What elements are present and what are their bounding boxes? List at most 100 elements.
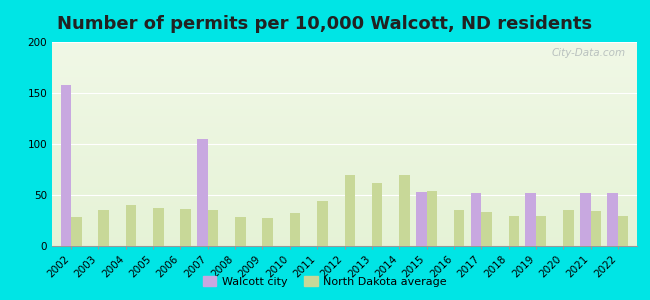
Bar	[52, 155, 637, 156]
Bar	[580, 193, 591, 246]
Bar	[52, 157, 637, 158]
Bar	[52, 114, 637, 116]
Bar	[52, 110, 637, 111]
Bar	[52, 43, 637, 44]
Bar	[52, 116, 637, 118]
Bar	[52, 118, 637, 119]
Bar	[52, 221, 637, 223]
Bar	[52, 88, 637, 89]
Bar	[52, 78, 637, 79]
Bar	[52, 212, 637, 213]
Bar	[52, 215, 637, 216]
Bar	[52, 189, 637, 190]
Bar	[52, 91, 637, 92]
Bar	[52, 47, 637, 48]
Bar	[52, 68, 637, 70]
Bar	[60, 85, 71, 246]
Bar	[198, 139, 208, 246]
Bar	[563, 210, 573, 246]
Bar	[52, 62, 637, 63]
Bar	[52, 102, 637, 103]
Bar	[52, 202, 637, 203]
Bar	[52, 211, 637, 212]
Bar	[52, 238, 637, 239]
Bar	[52, 148, 637, 149]
Bar	[52, 199, 637, 200]
Bar	[52, 244, 637, 245]
Bar	[52, 161, 637, 162]
Text: City-Data.com: City-Data.com	[551, 48, 625, 58]
Bar	[52, 94, 637, 95]
Bar	[52, 42, 637, 43]
Bar	[52, 209, 637, 210]
Bar	[52, 118, 637, 119]
Bar	[52, 61, 637, 62]
Bar	[52, 145, 637, 146]
Bar	[52, 218, 637, 220]
Bar	[52, 162, 637, 164]
Bar	[52, 185, 637, 186]
Bar	[52, 123, 637, 124]
Bar	[52, 131, 637, 132]
Bar	[52, 241, 637, 242]
Bar	[52, 235, 637, 236]
Bar	[52, 140, 637, 141]
Bar	[52, 89, 637, 90]
Bar	[290, 213, 300, 246]
Bar	[208, 210, 218, 246]
Bar	[52, 186, 637, 187]
Bar	[52, 228, 637, 229]
Bar	[52, 132, 637, 133]
Bar	[52, 224, 637, 225]
Bar	[52, 79, 637, 80]
Bar	[52, 87, 637, 88]
Bar	[52, 109, 637, 110]
Bar	[52, 46, 637, 47]
Bar	[153, 208, 164, 246]
Bar	[52, 85, 637, 86]
Bar	[52, 142, 637, 143]
Bar	[52, 206, 637, 207]
Bar	[52, 236, 637, 237]
Bar	[52, 232, 637, 233]
Bar	[52, 76, 637, 77]
Bar	[52, 151, 637, 152]
Bar	[52, 233, 637, 234]
Bar	[52, 124, 637, 126]
Bar	[52, 75, 637, 76]
Bar	[52, 139, 637, 140]
Bar	[52, 129, 637, 130]
Bar	[52, 126, 637, 127]
Bar	[52, 101, 637, 102]
Bar	[52, 98, 637, 99]
Bar	[52, 52, 637, 53]
Bar	[52, 104, 637, 105]
Bar	[52, 153, 637, 154]
Bar	[52, 144, 637, 145]
Bar	[52, 177, 637, 178]
Bar	[52, 182, 637, 183]
Bar	[52, 44, 637, 45]
Bar	[52, 122, 637, 123]
Bar	[52, 45, 637, 46]
Bar	[426, 191, 437, 246]
Bar	[52, 205, 637, 206]
Bar	[52, 220, 637, 221]
Bar	[52, 180, 637, 181]
Bar	[52, 164, 637, 165]
Bar	[235, 218, 246, 246]
Bar	[52, 64, 637, 65]
Bar	[52, 176, 637, 177]
Bar	[52, 136, 637, 137]
Bar	[52, 130, 637, 131]
Bar	[52, 133, 637, 134]
Bar	[52, 167, 637, 169]
Bar	[481, 212, 491, 246]
Bar	[52, 158, 637, 159]
Bar	[454, 210, 464, 246]
Bar	[52, 179, 637, 180]
Bar	[52, 223, 637, 224]
Bar	[52, 190, 637, 191]
Bar	[52, 58, 637, 59]
Legend: Walcott city, North Dakota average: Walcott city, North Dakota average	[199, 272, 451, 291]
